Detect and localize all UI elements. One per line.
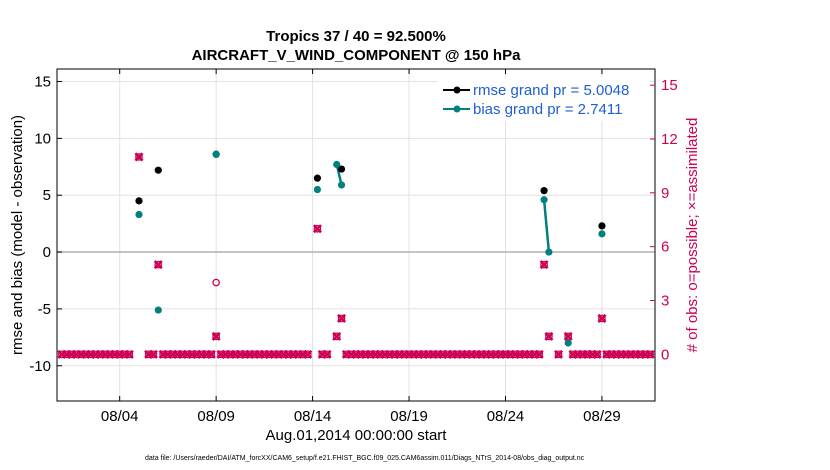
y-right-tick-label-2: 6 xyxy=(661,239,669,256)
y-axis-left-label: rmse and bias (model - observation) xyxy=(9,115,26,355)
series-1-point-6 xyxy=(540,196,548,204)
obs-assimilated-30 xyxy=(211,331,221,341)
legend-rmse-marker xyxy=(453,86,461,94)
y-right-tick-label-4: 12 xyxy=(661,131,678,148)
chart-title-line2: AIRCRAFT_V_WIND_COMPONENT @ 150 hPa xyxy=(192,47,522,64)
obs-assimilated-95 xyxy=(534,349,544,359)
y-left-tick-label-0: -10 xyxy=(29,358,51,375)
obs-possible-30 xyxy=(212,332,220,341)
obs-possible-50 xyxy=(313,224,322,233)
y-right-tick-label-1: 3 xyxy=(661,293,669,310)
obs-assimilated-105 xyxy=(592,349,602,359)
chart-title-line1: Tropics 37 / 40 = 92.500% xyxy=(266,28,446,45)
series-points xyxy=(135,150,606,347)
series-1-point-5 xyxy=(337,181,346,189)
y-left-tick-label-4: 10 xyxy=(34,130,51,147)
y-axis-right-label: # of obs: o=possible; ×=assimilated xyxy=(684,118,701,353)
tick-labels: 08/04 08/09 08/14 08/19 08/24 08/29 -10 -5 0 5 10 1… xyxy=(29,74,677,425)
series-1-point-1 xyxy=(154,306,162,314)
obs-assimilated-49 xyxy=(303,349,313,359)
y-right-tick-label-3: 9 xyxy=(661,185,669,202)
obs-assimilated-97 xyxy=(544,331,554,341)
plot-frame xyxy=(56,68,656,402)
x-tick-label-2: 08/14 xyxy=(294,408,332,425)
legend-bias-marker xyxy=(453,105,461,113)
series-0-point-4 xyxy=(337,165,346,173)
obs-assimilated-50 xyxy=(312,224,322,234)
obs-assimilated-markers xyxy=(57,152,655,359)
obs-possible-98 xyxy=(554,350,563,359)
series-1-point-8 xyxy=(564,339,572,347)
obs-possible-96 xyxy=(540,260,548,269)
series-1-point-0 xyxy=(135,210,143,219)
legend-box xyxy=(437,77,650,121)
y-right-tick-label-0: 0 xyxy=(661,346,669,363)
legend: rmse grand pr = 5.0048 bias grand pr = 2… xyxy=(437,77,650,121)
series-0-point-3 xyxy=(313,174,322,182)
obs-possible-54 xyxy=(337,314,346,323)
obs-possible-97 xyxy=(545,332,553,341)
obs-possible-106 xyxy=(598,314,606,323)
obs-assimilated-52 xyxy=(322,349,332,359)
series-1-segment-1 xyxy=(542,199,551,253)
legend-rmse-label: rmse grand pr = 5.0048 xyxy=(473,82,629,99)
obs-assimilated-14 xyxy=(124,349,134,359)
obs-assimilated-18 xyxy=(153,260,163,270)
y-left-tick-label-5: 15 xyxy=(34,74,51,91)
series-0-point-0 xyxy=(135,197,143,205)
x-tick-label-0: 08/04 xyxy=(101,408,139,425)
obs-assimilated-99 xyxy=(563,331,573,341)
y-right-tick-label-5: 15 xyxy=(661,77,678,94)
x-tick-label-1: 08/09 xyxy=(197,408,235,425)
obs-assimilated-96 xyxy=(539,260,549,270)
obs-assimilated-54 xyxy=(337,313,347,323)
x-tick-label-5: 08/29 xyxy=(583,408,621,425)
data-file-footer: data file: /Users/raeder/DAI/ATM_forcXX/… xyxy=(145,455,585,462)
obs-possible-18 xyxy=(154,260,163,269)
x-axis-label: Aug.01,2014 00:00:00 start xyxy=(266,427,448,444)
y-left-tick-label-2: 0 xyxy=(43,244,51,261)
obs-assimilated-29 xyxy=(206,349,216,359)
obs-assimilated-98 xyxy=(554,349,564,359)
obs-assimilated-15 xyxy=(134,152,144,162)
obs-possible-15 xyxy=(135,153,143,161)
series-1-point-2 xyxy=(212,150,220,158)
y-left-tick-label-3: 5 xyxy=(43,187,51,204)
tick-marks xyxy=(57,69,655,401)
obs-possible-extra-0 xyxy=(212,278,220,287)
series-0-point-6 xyxy=(598,222,606,230)
series-1-point-4 xyxy=(333,160,341,169)
legend-bias-label: bias grand pr = 2.7411 xyxy=(473,101,622,118)
obs-assimilated-106 xyxy=(597,313,607,323)
obs-assimilated-53 xyxy=(332,331,342,341)
obs-possible-53 xyxy=(332,332,341,341)
plot-area xyxy=(57,69,655,401)
x-tick-label-3: 08/19 xyxy=(390,408,428,425)
x-tick-label-4: 08/24 xyxy=(487,408,525,425)
series-1-point-3 xyxy=(313,185,322,194)
series-0-point-1 xyxy=(154,166,162,174)
series-0-point-5 xyxy=(540,187,548,195)
y-left-tick-label-1: -5 xyxy=(38,301,51,318)
series-1-point-7 xyxy=(545,248,553,256)
obs-assimilated-17 xyxy=(148,349,158,359)
series-1-point-9 xyxy=(598,230,606,238)
